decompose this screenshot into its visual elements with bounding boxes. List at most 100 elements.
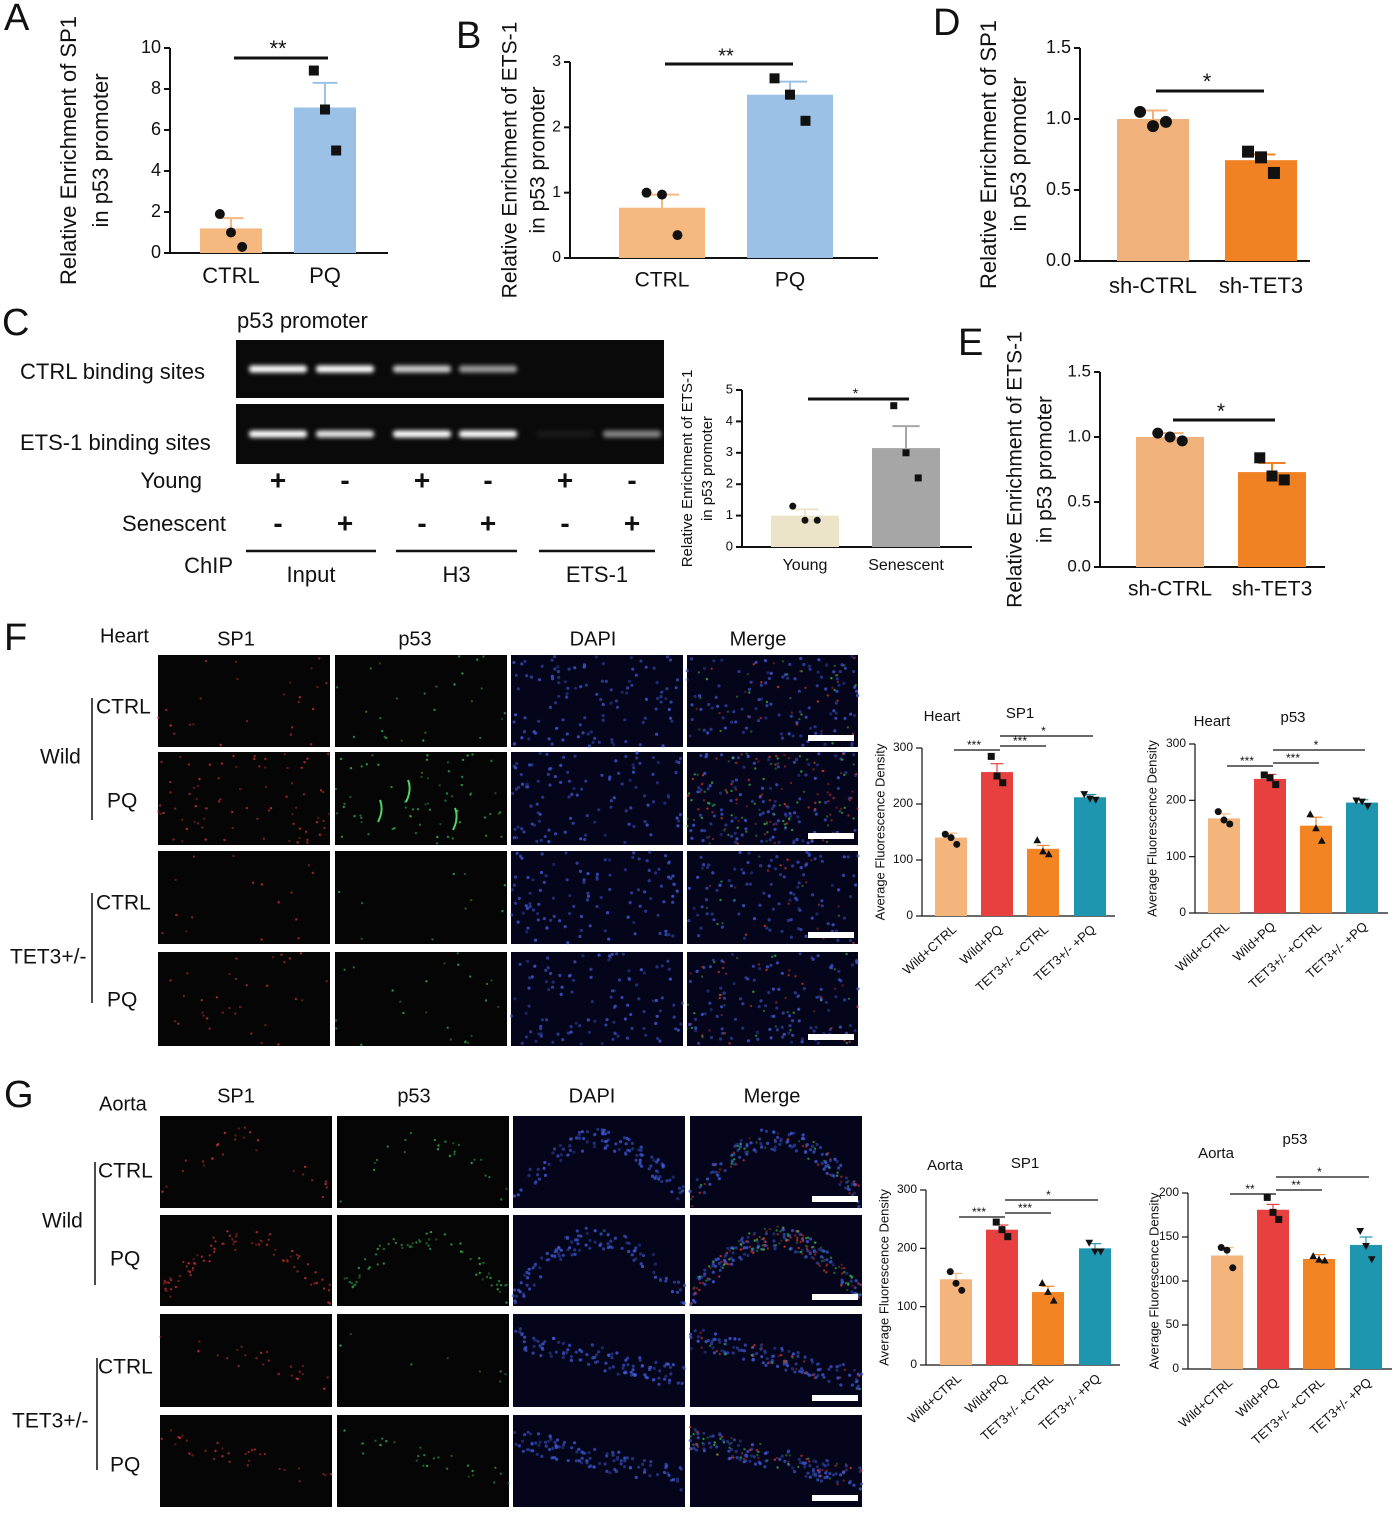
cell-signal (566, 1348, 570, 1352)
cell-signal (160, 760, 163, 764)
cell-signal (485, 982, 489, 986)
cell-signal (851, 790, 854, 793)
micrograph (685, 654, 860, 748)
cell-signal (234, 1235, 238, 1238)
cell-signal (530, 763, 534, 767)
cell-signal (530, 975, 535, 979)
cell-signal (535, 839, 539, 844)
cell-signal (429, 1247, 432, 1251)
y-tick-label: 0.0 (1046, 250, 1071, 270)
cell-signal (415, 1459, 418, 1462)
cell-signal (720, 1013, 723, 1017)
error-bar (218, 217, 244, 229)
cell-signal (445, 792, 449, 795)
cell-signal (855, 1379, 859, 1383)
cell-signal (708, 784, 712, 788)
cell-signal (720, 925, 725, 929)
cell-signal (815, 684, 819, 688)
cell-signal (490, 1284, 493, 1287)
column-header: DAPI (569, 1085, 616, 1107)
cell-signal (513, 997, 517, 1001)
cell-signal (782, 1359, 786, 1363)
cell-signal (323, 1387, 326, 1391)
cell-signal (314, 1271, 317, 1274)
cell-signal (819, 1474, 823, 1478)
cell-signal (788, 898, 792, 902)
cell-signal (749, 1004, 753, 1008)
cell-signal (693, 773, 696, 776)
cell-signal (539, 1032, 543, 1036)
cell-signal (782, 1226, 785, 1229)
cell-signal (173, 1020, 177, 1023)
cell-signal (623, 1456, 627, 1460)
cell-signal (551, 1040, 555, 1044)
cell-signal (538, 1440, 542, 1444)
cell-signal (254, 1243, 258, 1247)
cell-signal (803, 1355, 807, 1359)
micrograph-background (160, 1415, 332, 1507)
micrograph-background (160, 1215, 332, 1306)
cell-signal (355, 1280, 358, 1284)
cell-signal (614, 759, 618, 763)
cell-signal (553, 667, 557, 671)
cell-signal (783, 823, 787, 826)
cell-signal (526, 1430, 530, 1434)
cell-signal (518, 1330, 522, 1334)
cell-signal (702, 666, 707, 671)
cell-signal (627, 822, 631, 826)
cell-signal (759, 716, 762, 720)
cell-signal (187, 763, 191, 766)
bar (747, 94, 833, 259)
cell-signal (481, 1278, 484, 1281)
cell-signal (773, 1247, 777, 1251)
cell-signal (368, 1266, 371, 1269)
cell-signal (559, 1248, 563, 1252)
gel-band (249, 430, 307, 438)
cell-signal (239, 1005, 242, 1009)
cell-signal (303, 761, 306, 764)
cell-signal (603, 833, 607, 837)
cell-signal (757, 698, 761, 702)
cell-signal (629, 806, 633, 810)
cell-signal (737, 912, 741, 916)
cell-signal (526, 875, 530, 880)
panel-label: A (4, 0, 30, 39)
cell-signal (816, 1373, 820, 1377)
cell-signal (693, 1286, 696, 1289)
cell-signal (747, 687, 752, 691)
cell-signal (815, 912, 819, 916)
cell-signal (165, 708, 168, 712)
cell-signal (710, 667, 713, 670)
cell-signal (819, 732, 823, 736)
cell-signal (732, 1247, 735, 1250)
cell-signal (812, 1248, 816, 1252)
cell-signal (828, 1477, 832, 1480)
data-point (1242, 145, 1255, 158)
cell-signal (797, 820, 801, 824)
scale-bar (812, 1196, 858, 1202)
cell-signal (719, 729, 722, 733)
cell-signal (617, 771, 621, 775)
cell-signal (758, 813, 762, 817)
cell-signal (411, 1242, 414, 1245)
cell-signal (250, 1449, 254, 1452)
cell-signal (627, 976, 631, 980)
cell-signal (157, 716, 160, 719)
cell-signal (856, 1005, 859, 1008)
micrograph (337, 1215, 509, 1306)
cell-signal (499, 1370, 502, 1373)
cell-signal (520, 856, 524, 860)
cell-signal (595, 904, 599, 909)
cell-signal (450, 1243, 453, 1246)
cell-signal (377, 799, 383, 823)
cell-signal (561, 1253, 565, 1257)
cell-signal (181, 1434, 184, 1437)
cell-signal (738, 1439, 743, 1443)
cell-signal (612, 796, 616, 800)
cell-signal (289, 733, 293, 736)
cell-signal (850, 654, 854, 658)
cell-signal (754, 767, 757, 770)
cell-signal (339, 1344, 342, 1347)
cell-signal (822, 1167, 826, 1171)
cell-signal (269, 807, 273, 810)
